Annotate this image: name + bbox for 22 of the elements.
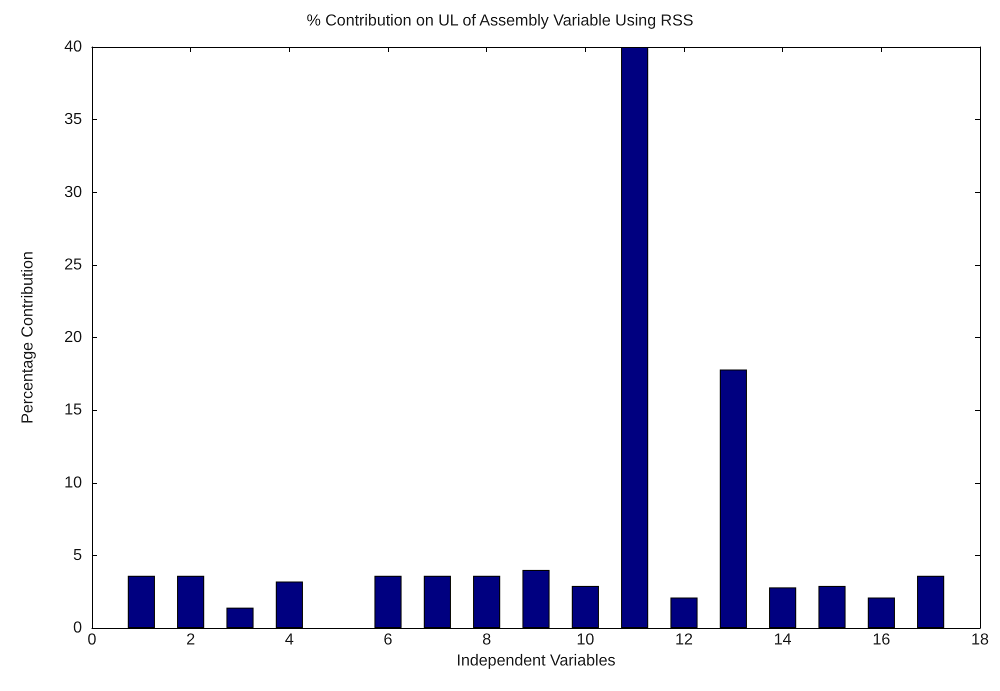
x-tick-label: 14 [774, 632, 792, 648]
x-tick-label: 10 [576, 632, 594, 648]
y-tick-label: 30 [64, 184, 82, 201]
y-tick-label: 5 [73, 546, 82, 564]
x-tick-label: 18 [971, 632, 989, 648]
x-tick-label: 2 [186, 632, 196, 648]
y-tick-label: 25 [64, 256, 82, 274]
y-tick-label: 20 [64, 329, 82, 346]
y-tick-label: 40 [64, 38, 82, 56]
x-tick-label: 0 [88, 632, 97, 648]
x-tick-label: 12 [675, 632, 693, 648]
x-tick-label: 4 [284, 632, 294, 648]
x-tick-label: 8 [482, 632, 492, 648]
x-tick-label: 6 [384, 632, 393, 648]
y-tick-label: 0 [73, 620, 82, 636]
y-tick-label: 35 [64, 111, 82, 128]
y-tick-label: 10 [64, 474, 82, 492]
chart-title: % Contribution on UL of Assembly Variable Using RSS [306, 12, 694, 30]
y-tick-label: 15 [64, 402, 82, 419]
x-tick-label: 16 [872, 632, 890, 648]
y-axis-title: Percentage Contribution [20, 251, 36, 424]
x-axis-title: Independent Variables [456, 652, 616, 670]
